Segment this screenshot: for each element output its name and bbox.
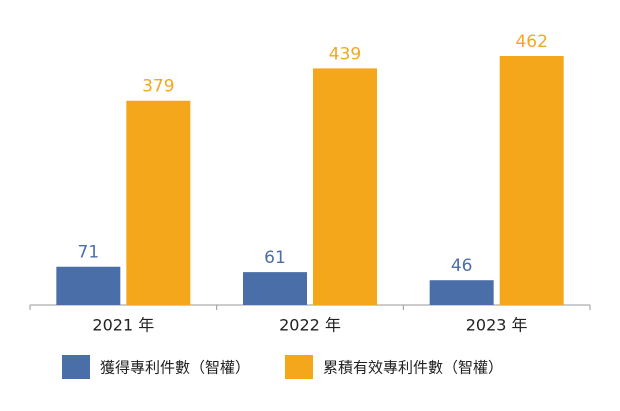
legend-label: 獲得專利件數（智權） [100,359,250,377]
legend-label: 累積有效專利件數（智權） [323,359,503,377]
bar [499,56,564,305]
legend-swatch [285,355,313,379]
data-label: 61 [264,248,286,268]
bar [243,272,307,305]
x-tick-label: 2022 年 [279,316,341,335]
bar [126,100,191,305]
legend-swatch [62,355,90,379]
data-label: 462 [515,32,547,52]
bar [56,266,121,305]
data-label: 439 [329,44,361,64]
data-label: 46 [451,256,473,276]
x-tick-label: 2021 年 [92,316,154,335]
bar [313,68,377,305]
data-label: 379 [142,77,174,97]
data-label: 71 [78,243,100,263]
bar [429,280,494,305]
x-tick-label: 2023 年 [466,316,528,335]
